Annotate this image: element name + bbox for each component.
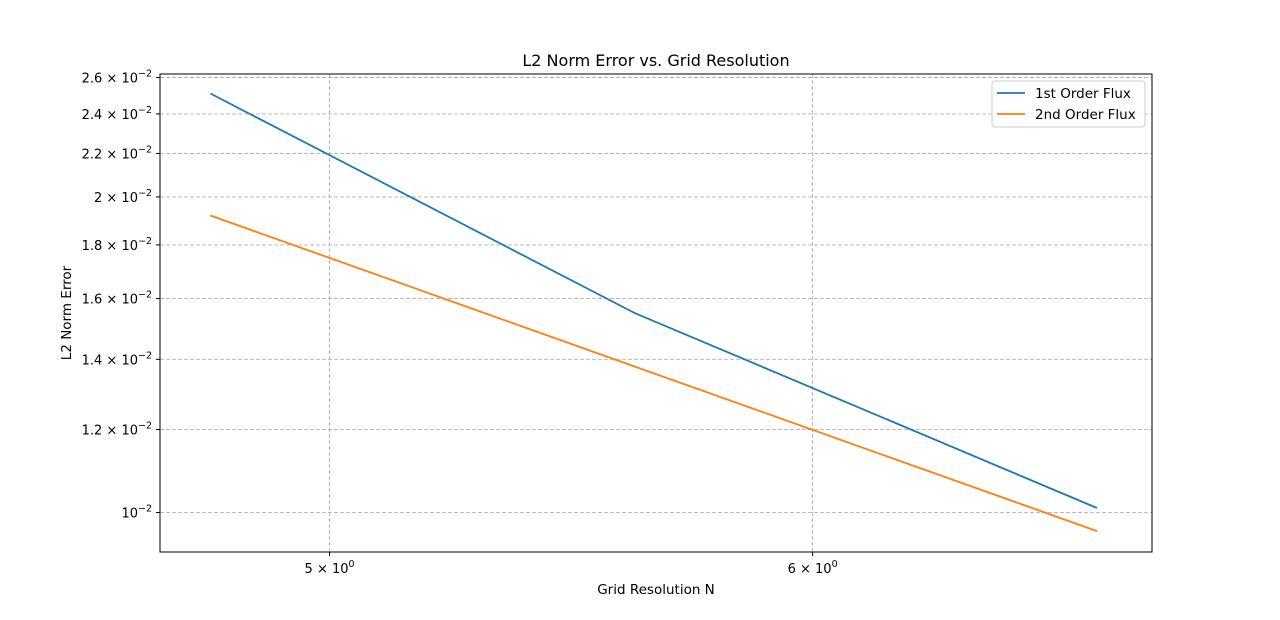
plot-frame [159,73,1153,553]
y-tick-label: 1.4 × 10−2 [82,350,152,368]
legend-box [991,80,1146,128]
y-axis-label: L2 Norm Error [59,265,75,360]
y-tick-label: 2 × 10−2 [94,188,152,206]
x-tick-label: 6 × 100 [788,559,838,577]
x-tick-label: 5 × 100 [305,559,355,577]
axis-ticks: 10−2 1.2 × 10−2 1.4 × 10−2 1.6 × 10−2 1.8 × … [82,68,838,577]
series-line-2 [210,214,1098,532]
legend-label: 1st Order Flux [1035,86,1131,102]
legend: 1st Order Flux 2nd Order Flux [991,80,1146,128]
x-axis-label: Grid Resolution N [597,582,715,598]
y-tick-label: 2.4 × 10−2 [82,105,152,123]
legend-label: 2nd Order Flux [1035,107,1136,123]
y-tick-label: 10−2 [121,504,152,522]
grid-lines [160,74,1152,552]
y-tick-label: 2.2 × 10−2 [82,145,152,163]
series-line-1 [209,92,1098,509]
y-tick-label: 2.6 × 10−2 [82,68,152,86]
series-lines [209,92,1098,532]
y-tick-label: 1.2 × 10−2 [82,421,152,439]
y-tick-label: 1.8 × 10−2 [82,236,152,254]
chart-title: L2 Norm Error vs. Grid Resolution [522,51,789,70]
y-tick-label: 1.6 × 10−2 [82,290,152,308]
